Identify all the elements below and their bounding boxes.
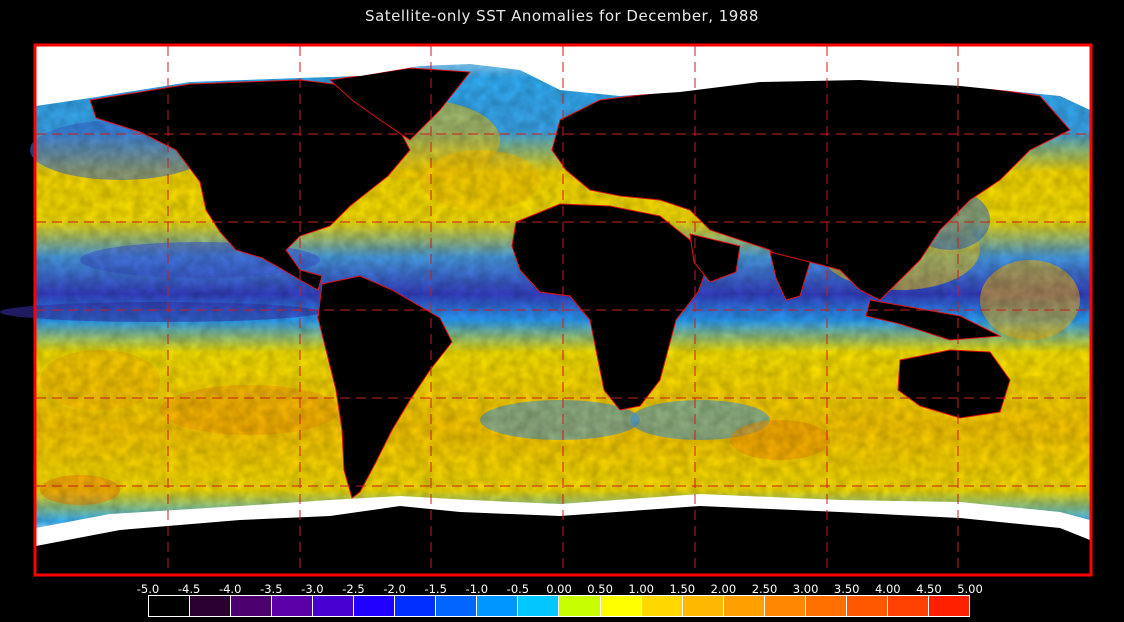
colorbar-tick-label: -3.5 xyxy=(260,582,283,596)
colorbar-swatch xyxy=(231,596,273,616)
colorbar-swatch xyxy=(272,596,314,616)
colorbar-swatch xyxy=(682,596,724,616)
colorbar-tick-label: -5.0 xyxy=(136,582,160,596)
colorbar-swatch xyxy=(354,596,396,616)
colorbar-tick-label: 1.50 xyxy=(669,582,696,596)
colorbar-tick-label: 3.50 xyxy=(833,582,860,596)
colorbar-tick-label: -4.5 xyxy=(177,582,201,596)
colorbar-tick-label: -2.5 xyxy=(342,582,365,596)
colorbar-tick-label: 2.00 xyxy=(710,582,737,596)
colorbar-tick-label: 1.00 xyxy=(628,582,654,596)
colorbar-swatch xyxy=(436,596,478,616)
colorbar-tick-label: 5.00 xyxy=(957,582,983,596)
colorbar-swatch xyxy=(149,596,191,616)
colorbar-tick-label: -2.0 xyxy=(383,582,406,596)
colorbar-tick-label: -1.0 xyxy=(465,582,489,596)
graticule xyxy=(36,46,1090,574)
map-title: Satellite-only SST Anomalies for Decembe… xyxy=(365,7,759,25)
colorbar xyxy=(148,595,970,617)
colorbar-tick-label: -1.5 xyxy=(424,582,447,596)
colorbar-tick-label: 3.00 xyxy=(792,582,819,596)
colorbar-tick-label: 4.00 xyxy=(874,582,901,596)
colorbar-swatch xyxy=(559,596,601,616)
colorbar-swatch xyxy=(846,596,888,616)
colorbar-tick-label: 4.50 xyxy=(916,582,942,596)
map-frame xyxy=(33,43,1093,577)
colorbar-swatch xyxy=(805,596,847,616)
colorbar-swatch xyxy=(723,596,765,616)
colorbar-tick-labels: -5.0 -4.5 -4.0 -3.5 -3.0 -2.5 -2.0 -1.5 -1.0 -0.5… xyxy=(0,582,1124,596)
colorbar-swatch xyxy=(190,596,232,616)
colorbar-tick-label: 2.50 xyxy=(751,582,778,596)
colorbar-swatch xyxy=(641,596,683,616)
colorbar-tick-label: 0.50 xyxy=(587,582,613,596)
colorbar-swatch xyxy=(313,596,355,616)
colorbar-tick-label: 0.00 xyxy=(546,582,572,596)
colorbar-swatch xyxy=(928,596,969,616)
colorbar-tick-label: -4.0 xyxy=(218,582,242,596)
colorbar-swatch xyxy=(395,596,437,616)
colorbar-tick-label: -0.5 xyxy=(506,582,530,596)
colorbar-swatch xyxy=(477,596,519,616)
colorbar-swatch xyxy=(518,596,560,616)
colorbar-swatch xyxy=(887,596,929,616)
colorbar-tick-label: -3.0 xyxy=(301,582,324,596)
colorbar-swatch xyxy=(600,596,642,616)
colorbar-swatch xyxy=(764,596,806,616)
